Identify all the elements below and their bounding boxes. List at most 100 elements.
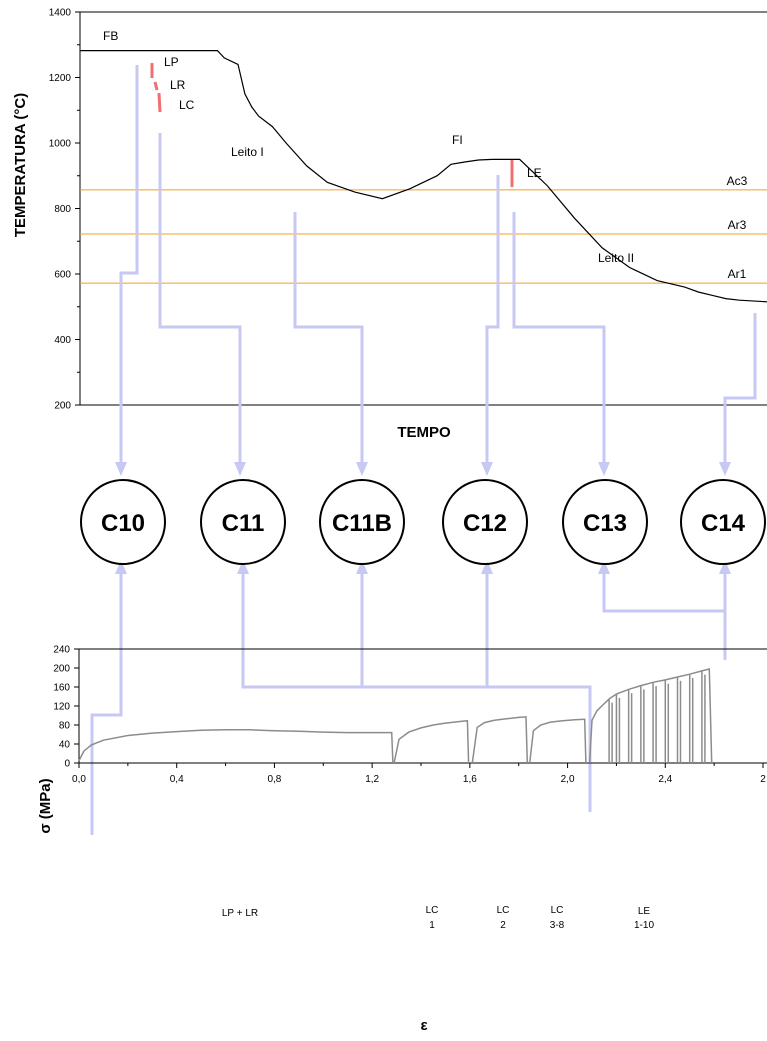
strain-x-axis-title: ε [420,1017,427,1034]
stress-y-tick-label-2: 80 [59,721,71,732]
lc-deformation-mark [157,92,162,113]
stress-y-tick-label-1: 40 [59,740,71,751]
node-c10-circle [80,479,166,565]
node-c14-circle [680,479,766,565]
connector-c13-bottom [602,570,727,660]
connector-arrowheads [115,462,731,574]
curve-lc-2 [471,716,529,764]
arrowhead-c11b-up [356,560,368,574]
node-c11-label: C11 [222,510,265,537]
arrowhead-c12-up [481,560,493,574]
ar3-label: Ar3 [728,218,747,232]
strain-x-tick-label-2: 0,8 [267,774,281,785]
connector-c13-top [512,212,606,465]
stress-strain-curves [78,668,713,764]
le-label-box [616,901,672,935]
annotation-fb: FB [103,29,118,43]
node-c14-label: C14 [701,510,746,537]
annotation-leito-i: Leito I [231,145,264,159]
strain-x-ticks: 0,0 0,4 0,8 1,2 1,6 2,0 2,4 2 [72,763,766,785]
node-c12-label: C12 [463,510,507,537]
strain-x-tick-label-3: 1,2 [365,774,379,785]
arrowhead-c10-up [115,560,127,574]
connector-c11b-top [293,212,364,465]
stress-y-tick-label-4: 160 [53,683,70,694]
strain-x-tick-label-4: 1,6 [463,774,477,785]
annotation-lp: LP [164,55,179,69]
temperature-y-tick-label-3: 800 [54,204,71,215]
node-c11b-label: C11B [332,510,392,537]
strain-x-tick-label-7: 2 [760,774,766,785]
connector-c14-top [723,313,757,465]
connector-c11-top [158,133,242,465]
node-c13-circle [562,479,648,565]
temperature-curve [80,50,767,303]
connector-c11-bottom [241,570,592,812]
strain-x-tick-label-1: 0,4 [170,774,184,785]
connector-lines [90,65,757,835]
connector-c10-top [119,65,139,465]
node-c12-circle [442,479,528,565]
temperature-y-tick-label-1: 400 [54,335,71,346]
annotation-fi: FI [452,133,463,147]
arrowhead-c11b-down [356,462,368,476]
sample-nodes: C10 C11 C11B C12 C13 C14 [80,479,766,565]
curve-lc-3-8 [528,718,587,764]
stress-y-tick-label-5: 200 [53,664,70,675]
stress-y-tick-label-3: 120 [53,702,70,713]
node-c11b: C11B [319,479,405,565]
connector-c10-bottom [90,570,123,835]
arrowhead-c10-down [115,462,127,476]
stress-y-axis-title: σ (MPa) [37,778,54,833]
stress-y-ticks: 0 40 80 120 160 200 240 [53,645,79,770]
arrowhead-c12-down [481,462,493,476]
strain-x-tick-label-6: 2,4 [658,774,672,785]
temperature-y-tick-label-6: 1400 [49,8,72,19]
region-lc2-bottom: 2 [500,920,506,931]
curve-lc-1 [393,719,470,764]
node-c10-label: C10 [101,510,145,537]
annotation-lr: LR [170,78,186,92]
region-lc1-bottom: 1 [429,920,435,931]
temperature-y-tick-label-2: 600 [54,270,71,281]
node-c11-circle [200,479,286,565]
arrowhead-c14-up [719,560,731,574]
node-c10: C10 [80,479,166,565]
region-lp-lr: LP + LR [222,908,258,919]
stress-strain-chart: 0 40 80 120 160 200 240 0,0 0,4 0,8 1,2 1,6 2,0 2,4 2… [37,645,767,1034]
strain-x-tick-label-0: 0,0 [72,774,86,785]
lr-deformation-mark [153,81,159,91]
temperature-y-tick-label-4: 1000 [49,139,72,150]
ar1-label: Ar1 [728,267,747,281]
stress-y-tick-label-6: 240 [53,645,70,656]
le-pass-unloads [608,670,706,763]
node-c11: C11 [200,479,286,565]
arrowhead-c13-up [598,560,610,574]
arrowhead-c11-up [237,560,249,574]
strain-x-tick-label-5: 2,0 [561,774,575,785]
annotation-lc: LC [179,98,195,112]
annotation-leito-ii: Leito II [598,251,634,265]
arrowhead-c11-down [234,462,246,476]
arrowhead-c13-down [598,462,610,476]
region-lc38-bottom: 3-8 [550,920,565,931]
transformation-lines: Ac3 Ar3 Ar1 [80,174,767,284]
ac3-label: Ac3 [727,174,748,188]
node-c13: C13 [562,479,648,565]
node-c14: C14 [680,479,766,565]
connector-c12-top [485,175,500,465]
temperature-y-ticks: 200 400 600 800 1000 1200 1400 [49,8,80,412]
node-c12: C12 [442,479,528,565]
region-le-bottom: 1-10 [634,920,654,931]
region-lc38-top: LC [551,905,564,916]
temperature-y-tick-label-5: 1200 [49,73,72,84]
node-c11b-circle [319,479,405,565]
temperature-y-axis-title: TEMPERATURA (°C) [12,93,29,237]
region-lc1-top: LC [426,905,439,916]
region-lc2-top: LC [497,905,510,916]
region-le-top: LE [638,906,651,917]
node-c13-label: C13 [583,510,627,537]
annotation-le: LE [527,166,542,180]
